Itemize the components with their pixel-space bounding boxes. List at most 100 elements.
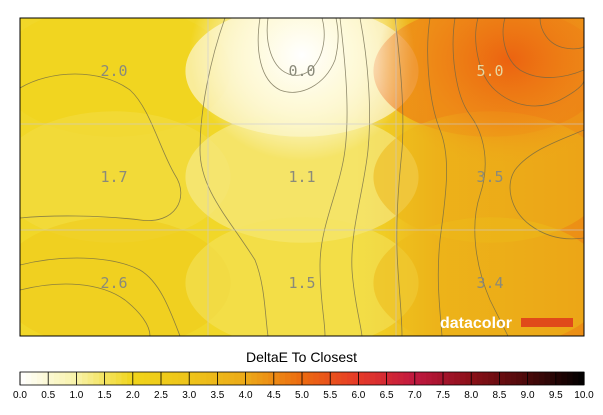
colorbar-swatch [59,372,66,385]
colorbar-swatch [166,372,173,385]
colorbar-swatch [172,372,179,385]
datacolor-logo: datacolor [440,315,573,332]
colorbar-swatch [505,372,512,385]
heat-cell [373,217,584,336]
colorbar-swatch [364,372,371,385]
colorbar-tick-label: 3.5 [210,390,224,401]
logo-bar [521,318,573,327]
plot-frame [19,17,585,337]
contour-line [20,73,182,221]
colorbar-swatch [48,372,55,385]
colorbar-swatch [443,372,450,385]
colorbar-tick-label: 6.0 [351,390,365,401]
colorbar-swatch [115,372,123,385]
colorbar-swatch [369,372,376,385]
contour-line [257,18,339,93]
colorbar-swatch [149,372,156,385]
colorbar-swatch [544,372,551,385]
colorbar-swatch [567,372,574,385]
colorbar-tick-label: 4.0 [239,390,253,401]
cell-value-label: 5.0 [476,62,503,80]
colorbar-swatch [516,372,523,385]
heat-cell [20,217,231,336]
contour-line [427,18,447,336]
colorbar-swatch [290,372,297,385]
colorbar-swatch [144,372,151,385]
colorbar-swatch [189,372,196,385]
colorbar-swatch [268,372,275,385]
colorbar-swatch [465,372,472,385]
colorbar-swatch [104,372,111,385]
colorbar-swatch [448,372,455,385]
colorbar-swatch [521,372,529,385]
colorbar-swatch [251,372,258,385]
colorbar-swatch [561,372,568,385]
colorbar-tick-label: 7.5 [436,390,450,401]
colorbar-swatch [228,372,235,385]
colorbar-tick-label: 2.0 [126,390,140,401]
colorbar-swatch [20,372,27,385]
chart-title: DeltaE To Closest [246,349,357,365]
colorbar-tick-label: 3.0 [182,390,196,401]
contour-line [475,18,584,107]
cell-value-labels: 2.0 0.0 5.0 1.7 1.1 3.5 2.6 1.5 3.4 [100,62,503,292]
contour-line [20,257,181,336]
colorbar-swatch [555,372,563,385]
colorbar-swatch [177,372,185,385]
colorbar-swatch [53,372,61,385]
colorbar-swatch [538,372,546,385]
colorbar-tick-label: 0.5 [41,390,55,401]
cell-value-label: 1.1 [288,168,315,186]
colorbar-swatch [482,372,489,385]
colorbar-swatch [397,372,405,385]
colorbar-swatch [414,372,422,385]
colorbar-swatch [183,372,190,385]
colorbar-swatch [239,372,247,385]
contour-lines [20,18,584,336]
colorbar-swatch [121,372,128,385]
colorbar-swatch [341,372,348,385]
colorbar-swatch [437,372,444,385]
colorbar-tick-label: 0.0 [13,390,27,401]
colorbar-swatch [426,372,433,385]
colorbar-swatch [273,372,281,385]
colorbar-swatch [194,372,202,385]
colorbar-swatch [42,372,49,385]
colorbar-tick-label: 10.0 [574,390,594,401]
colorbar-swatch [335,372,343,385]
colorbar-swatch [279,372,286,385]
heat-cell [185,217,419,336]
colorbar-swatch [578,372,585,385]
colorbar-swatch [200,372,207,385]
colorbar-swatch [409,372,416,385]
colorbar-tick-label: 8.5 [492,390,506,401]
colorbar-swatch [510,372,517,385]
colorbar-swatch [93,372,100,385]
colorbar-swatch [386,372,393,385]
colorbar-swatch [550,372,557,385]
colorbar-swatch [110,372,117,385]
colorbar-swatch [307,372,314,385]
colorbar-swatch [454,372,461,385]
colorbar-swatch [431,372,438,385]
colorbar-swatch [217,372,224,385]
contour-line [539,18,584,50]
contour-line [351,18,370,336]
colorbar-swatch [488,372,495,385]
colorbar-swatch [347,372,354,385]
heatmap-surface [20,18,584,336]
colorbar-swatch [476,372,484,385]
colorbar-swatch [211,372,218,385]
colorbar-swatch [155,372,162,385]
cell-value-label: 3.4 [476,274,503,292]
colorbar-tick-label: 4.5 [267,390,281,401]
colorbar-tick-label: 6.5 [380,390,394,401]
colorbar-swatch [471,372,478,385]
colorbar-ticks: 0.0 0.5 1.0 1.5 2.0 2.5 3.0 3.5 4.0 4.5 5.0 5.5 6.0 6… [13,372,594,401]
colorbar-tick-label: 9.5 [549,390,563,401]
colorbar-swatch [572,372,579,385]
colorbar-swatch [87,372,94,385]
colorbar-swatch [352,372,359,385]
colorbar-swatch [380,372,388,385]
